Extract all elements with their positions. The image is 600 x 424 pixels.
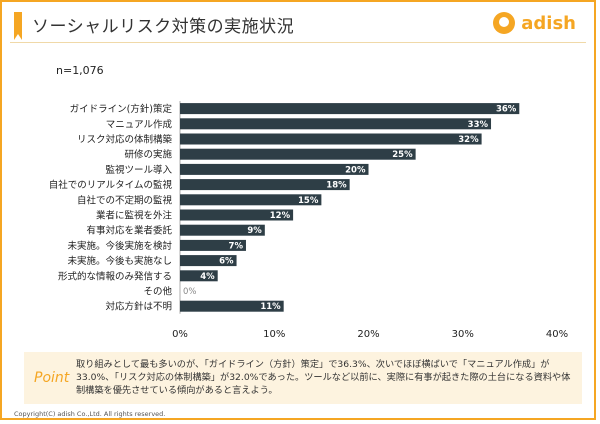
bar-value-label: 36% <box>496 105 517 115</box>
bar-value-label: 4% <box>200 272 215 282</box>
category-label: 研修の実施 <box>124 149 172 161</box>
bar <box>180 270 218 282</box>
bar <box>180 148 416 160</box>
bar-value-label: 12% <box>270 211 291 221</box>
category-label: 業者に監視を外注 <box>96 210 173 222</box>
bar-value-label: 33% <box>468 120 489 130</box>
adish-logo: adish <box>493 12 576 34</box>
x-tick-label: 0% <box>172 329 188 340</box>
bar <box>180 163 369 175</box>
category-label: 対応方針は不明 <box>105 301 172 313</box>
sample-size: n=1,076 <box>56 64 104 77</box>
category-label: マニュアル作成 <box>106 118 173 130</box>
category-label: 未実施。今後も実施なし <box>67 255 172 267</box>
x-tick-label: 30% <box>452 329 474 340</box>
bar-value-label: 9% <box>247 226 262 236</box>
header-accent-bar <box>14 12 22 40</box>
bar-chart: ガイドライン(方針)策定 36% マニュアル作成 33% リスク対応の体制構築 32% 研修… <box>49 101 568 340</box>
category-label: 自社での不定期の監視 <box>77 194 173 206</box>
bar <box>180 300 284 312</box>
logo-mark-icon <box>493 12 516 34</box>
point-text: 取り組みとして最も多いのが、「ガイドライン（方針）策定」で36.3%、次いでほぼ… <box>76 359 571 396</box>
page-title: ソーシャルリスク対策の実施状況 <box>32 17 295 37</box>
copyright: Copyright(C) adish Co.,Ltd. All rights r… <box>14 410 166 418</box>
bar-value-label: 0% <box>183 287 197 297</box>
x-tick-label: 10% <box>263 329 285 340</box>
logo-text: adish <box>521 12 576 34</box>
bar-value-label: 18% <box>326 181 347 191</box>
category-label: 形式的な情報のみ発信する <box>58 270 172 282</box>
bar <box>180 118 492 130</box>
point-box: Point 取り組みとして最も多いのが、「ガイドライン（方針）策定」で36.3%… <box>24 352 582 404</box>
category-label: 有事対応を業者委託 <box>86 225 172 237</box>
point-label: Point <box>34 370 70 386</box>
bar <box>180 179 350 191</box>
category-label: その他 <box>143 286 172 298</box>
bar-value-label: 6% <box>219 257 234 267</box>
bar-value-label: 20% <box>345 165 366 175</box>
bar <box>180 133 482 145</box>
bar <box>180 209 294 221</box>
bar-value-label: 25% <box>392 150 413 160</box>
category-label: 未実施。今後実施を検討 <box>67 240 172 252</box>
bar-value-label: 11% <box>260 302 281 312</box>
category-label: リスク対応の体制構築 <box>77 134 173 146</box>
header-divider <box>10 42 586 43</box>
bar-value-label: 7% <box>229 241 244 251</box>
bar-value-label: 15% <box>298 196 319 206</box>
x-tick-label: 40% <box>546 329 568 340</box>
x-tick-label: 20% <box>357 329 379 340</box>
bar <box>180 224 265 236</box>
category-label: 監視ツール導入 <box>105 164 172 176</box>
category-label: ガイドライン(方針)策定 <box>70 103 173 115</box>
bar <box>180 255 237 267</box>
bar-value-label: 32% <box>458 135 479 145</box>
category-label: 自社でのリアルタイムの監視 <box>49 179 173 191</box>
bar <box>180 194 322 206</box>
bar <box>180 239 246 251</box>
bar <box>180 103 520 115</box>
